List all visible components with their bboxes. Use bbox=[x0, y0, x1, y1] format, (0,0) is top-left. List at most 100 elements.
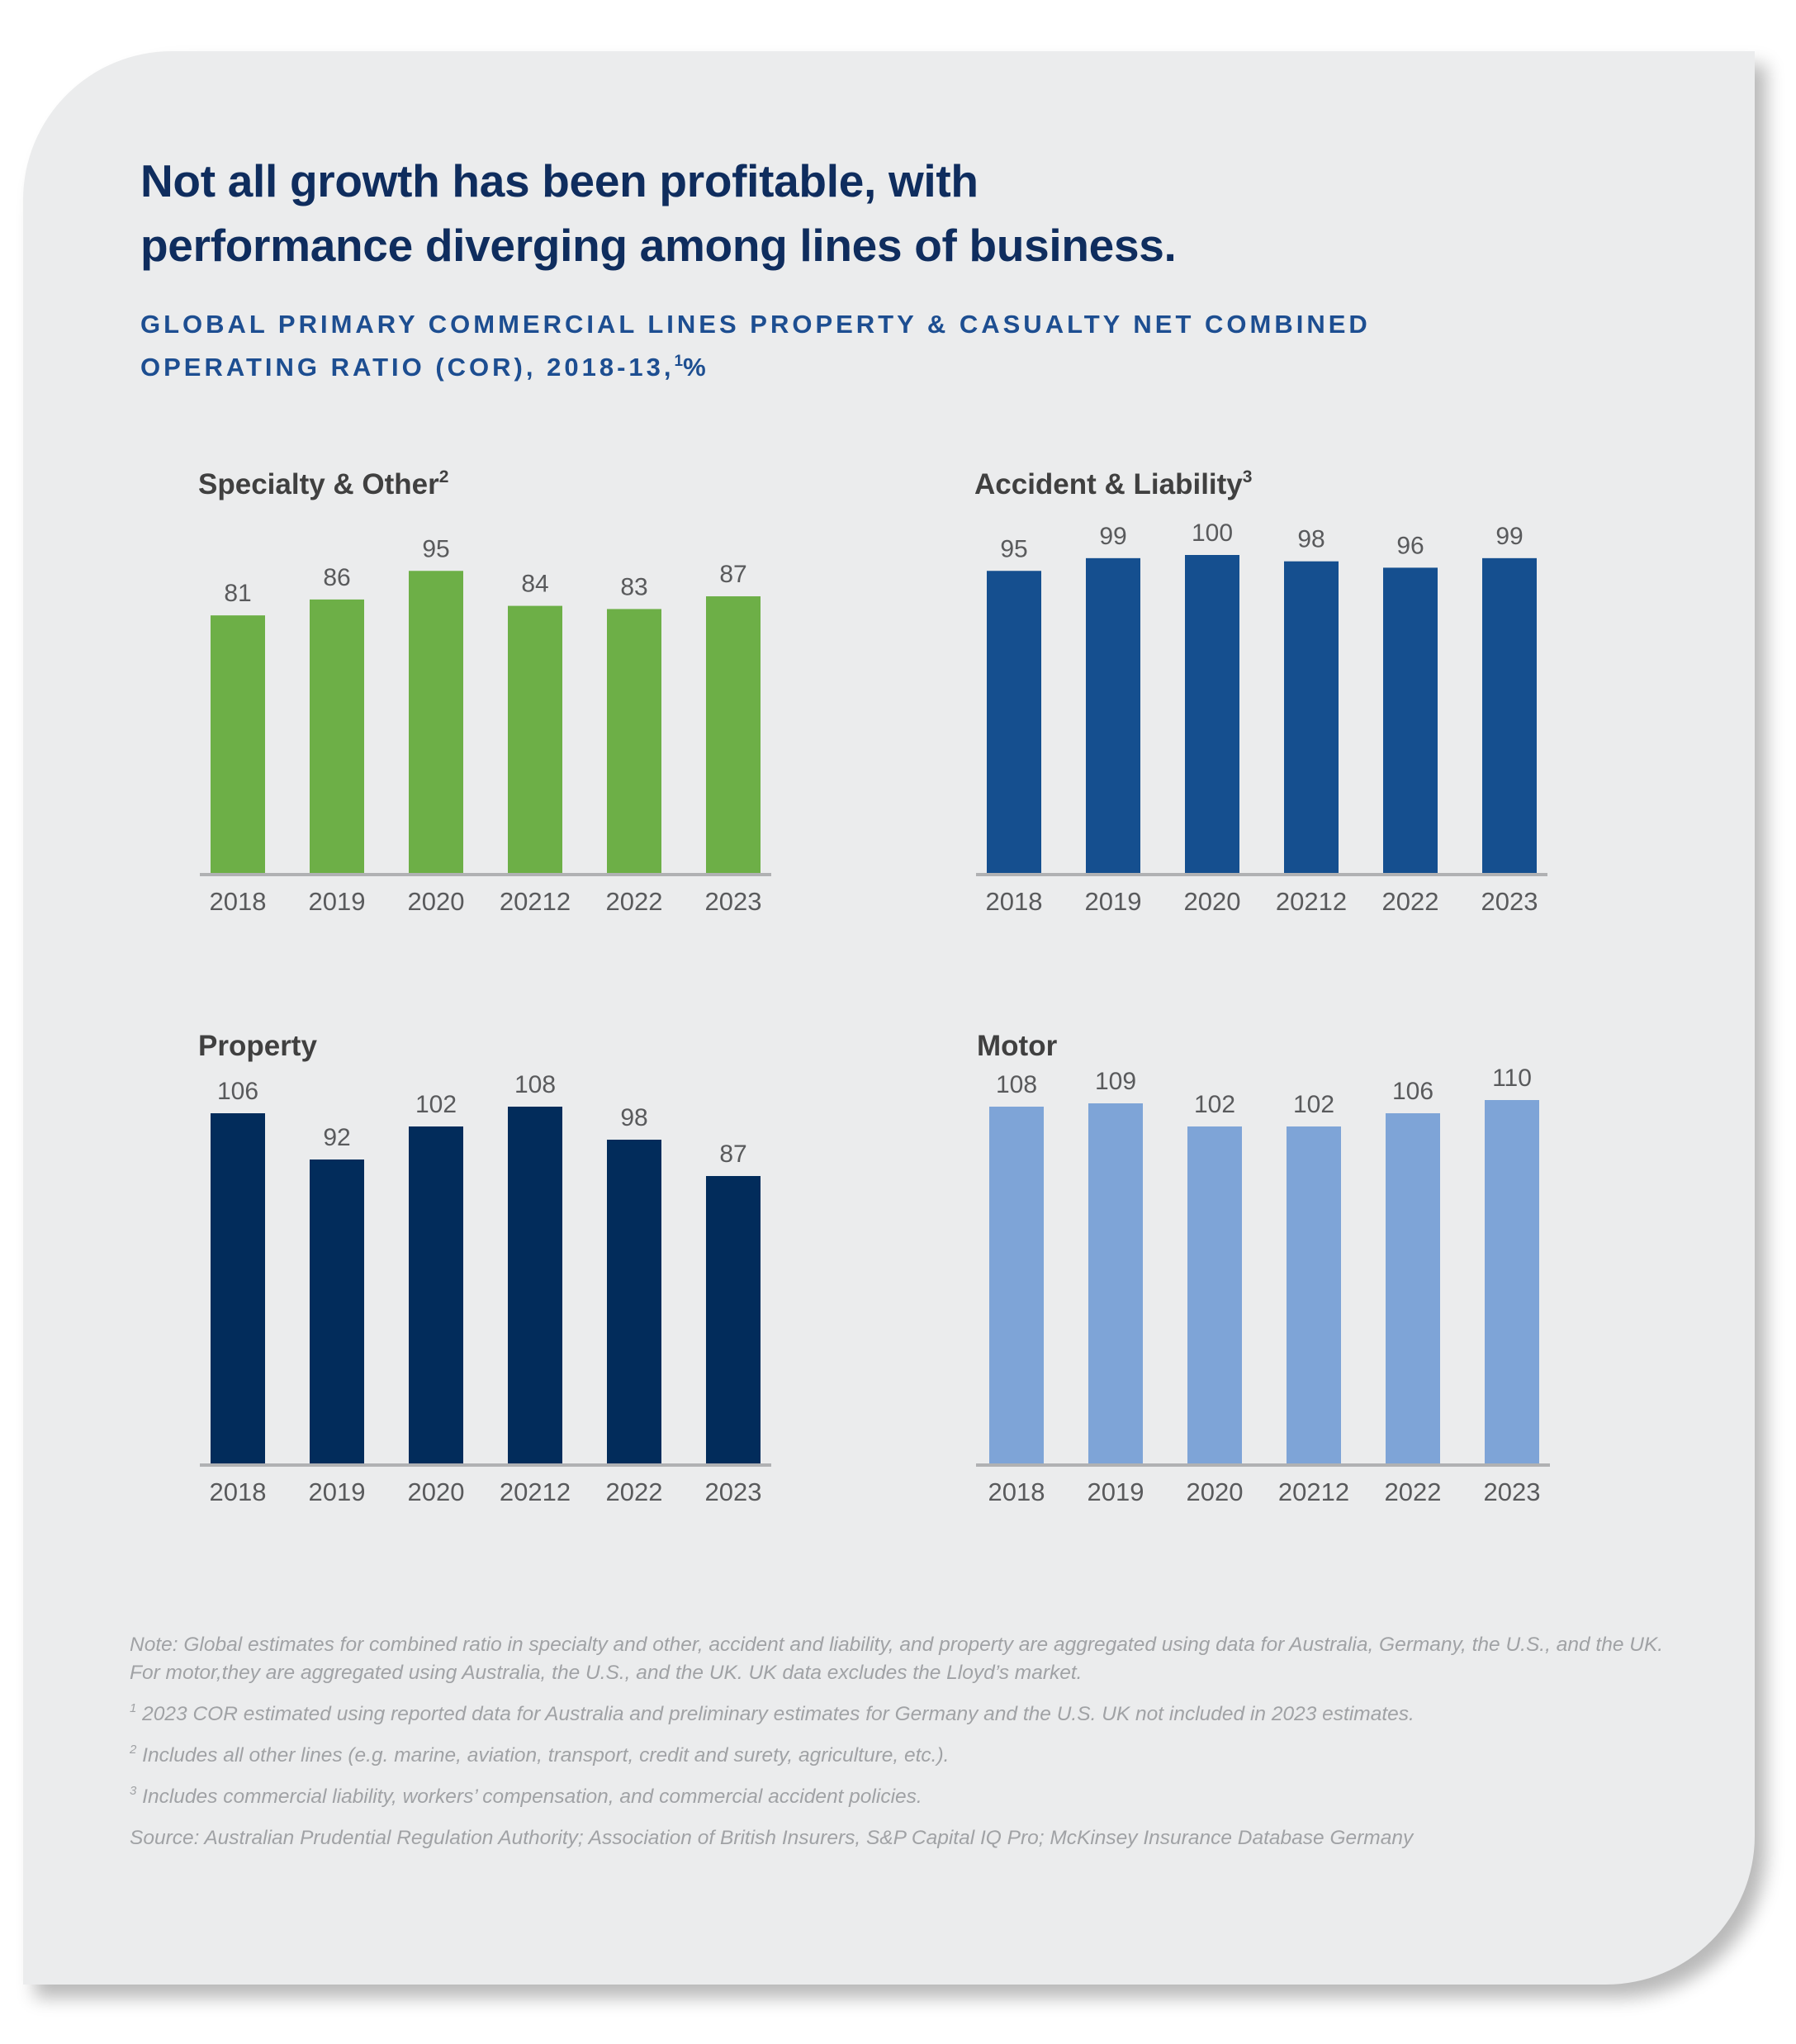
bar-2020 bbox=[409, 1126, 463, 1463]
x-tick-label: 20212 bbox=[1276, 887, 1347, 916]
bar-2019 bbox=[1086, 557, 1140, 873]
bar-2019 bbox=[310, 599, 364, 873]
x-tick-label: 2020 bbox=[1187, 1477, 1244, 1506]
footnote-text: 2023 COR estimated using reported data f… bbox=[136, 1703, 1415, 1725]
x-tick-label: 2022 bbox=[1382, 887, 1439, 916]
value-label: 95 bbox=[422, 535, 449, 562]
x-tick-label: 2019 bbox=[309, 1477, 366, 1506]
panel-title-motor: Motor bbox=[977, 1030, 1057, 1063]
x-tick-label: 20212 bbox=[1278, 1477, 1349, 1506]
value-label: 87 bbox=[719, 561, 746, 588]
note-text: Note: Global estimates for combined rati… bbox=[130, 1634, 1664, 1684]
value-label: 109 bbox=[1095, 1068, 1136, 1095]
value-label: 100 bbox=[1192, 519, 1233, 547]
bar-2018 bbox=[211, 1113, 265, 1463]
bar-20212 bbox=[508, 1107, 562, 1463]
value-label: 99 bbox=[1099, 523, 1126, 550]
x-tick-label: 2023 bbox=[1484, 1477, 1541, 1506]
x-tick-label: 2022 bbox=[606, 887, 663, 916]
panel-title-property: Property bbox=[198, 1030, 317, 1063]
bar-2023 bbox=[1485, 1100, 1539, 1463]
bar-20212 bbox=[508, 605, 562, 873]
x-tick-label: 2019 bbox=[309, 887, 366, 916]
value-label: 84 bbox=[521, 571, 548, 598]
x-tick-label: 2020 bbox=[408, 887, 465, 916]
bar-chart-property: 106 2018 92 2019 102 2020 108 20212 98 2022 87 2023 bbox=[200, 1071, 771, 1506]
x-tick-label: 2018 bbox=[210, 1477, 267, 1506]
value-label: 108 bbox=[996, 1071, 1037, 1098]
bar-2019 bbox=[310, 1160, 364, 1463]
chart-card bbox=[23, 51, 1755, 1985]
x-tick-label: 2018 bbox=[210, 887, 267, 916]
headline: Not all growth has been profitable, with… bbox=[140, 149, 1544, 277]
bar-2022 bbox=[607, 609, 661, 873]
x-tick-label: 2023 bbox=[1481, 887, 1538, 916]
x-tick-label: 2020 bbox=[1184, 887, 1241, 916]
panel-title-footnote: 3 bbox=[1242, 467, 1253, 486]
headline-line-1: Not all growth has been profitable, with bbox=[140, 155, 979, 206]
x-tick-label: 2019 bbox=[1085, 887, 1142, 916]
bar-2019 bbox=[1088, 1103, 1143, 1463]
subtitle-footnote-marker: 1 bbox=[674, 353, 684, 370]
x-tick-label: 2023 bbox=[705, 1477, 762, 1506]
value-label: 102 bbox=[1194, 1091, 1235, 1118]
value-label: 108 bbox=[514, 1071, 556, 1098]
panel-title-text: Property bbox=[198, 1030, 317, 1062]
x-tick-label: 2019 bbox=[1088, 1477, 1144, 1506]
source-text: Source: Australian Prudential Regulation… bbox=[130, 1827, 1414, 1849]
x-tick-label: 20212 bbox=[500, 887, 571, 916]
bar-20212 bbox=[1287, 1126, 1341, 1463]
panel-title-text: Specialty & Other bbox=[198, 468, 439, 500]
value-label: 102 bbox=[1293, 1091, 1334, 1118]
value-label: 96 bbox=[1396, 532, 1424, 559]
footnote-marker: 1 bbox=[130, 1701, 137, 1715]
x-tick-label: 2020 bbox=[408, 1477, 465, 1506]
bar-2022 bbox=[607, 1140, 661, 1463]
x-tick-label: 2023 bbox=[705, 887, 762, 916]
value-label: 95 bbox=[1000, 535, 1027, 562]
value-label: 83 bbox=[620, 573, 647, 600]
bar-2020 bbox=[1187, 1126, 1242, 1463]
value-label: 106 bbox=[1392, 1078, 1433, 1105]
bar-2022 bbox=[1386, 1113, 1440, 1463]
bar-2018 bbox=[211, 615, 265, 873]
subtitle-line-2: operating ratio (COR), 2018-13, bbox=[140, 353, 675, 382]
value-label: 106 bbox=[217, 1078, 258, 1105]
panel-title-footnote: 2 bbox=[438, 467, 449, 486]
footnote-1: 1 2023 COR estimated using reported data… bbox=[130, 1700, 1699, 1729]
bar-20212 bbox=[1284, 561, 1339, 873]
bar-2023 bbox=[1482, 557, 1537, 873]
footnote-text: Includes all other lines (e.g. marine, a… bbox=[136, 1744, 950, 1767]
panel-title-text: Accident & Liability bbox=[974, 468, 1243, 500]
footnote-marker: 2 bbox=[130, 1743, 137, 1757]
value-label: 98 bbox=[1297, 526, 1324, 553]
footnotes: Note: Global estimates for combined rati… bbox=[130, 1631, 1699, 1866]
x-tick-label: 2018 bbox=[986, 887, 1043, 916]
headline-line-2: performance diverging among lines of bus… bbox=[140, 220, 1177, 271]
bar-chart-accident-liability: 95 2018 99 2019 100 2020 98 20212 96 2022 99 2023 bbox=[976, 519, 1547, 916]
footnote-marker: 3 bbox=[130, 1784, 137, 1798]
bar-2022 bbox=[1383, 567, 1438, 873]
bar-2023 bbox=[706, 596, 761, 873]
chart-subtitle: Global primary commercial lines property… bbox=[140, 303, 1709, 389]
panel-title-text: Motor bbox=[977, 1030, 1058, 1062]
bar-2018 bbox=[987, 571, 1041, 873]
panel-title-accident-liability: Accident & Liability3 bbox=[974, 468, 1252, 501]
bar-chart-specialty-other: 81 2018 86 2019 95 2020 84 20212 83 2022 87 2023 bbox=[200, 535, 771, 916]
value-label: 99 bbox=[1495, 523, 1523, 550]
bar-2020 bbox=[1185, 555, 1239, 873]
value-label: 87 bbox=[719, 1141, 746, 1168]
x-tick-label: 2018 bbox=[988, 1477, 1045, 1506]
x-tick-label: 20212 bbox=[500, 1477, 571, 1506]
value-label: 102 bbox=[415, 1091, 457, 1118]
footnote-3: 3 Includes commercial liability, workers… bbox=[130, 1783, 1699, 1811]
bar-chart-motor: 108 2018 109 2019 102 2020 102 20212 106 2022 110 2… bbox=[976, 1065, 1550, 1506]
x-tick-label: 2022 bbox=[1385, 1477, 1442, 1506]
bar-2018 bbox=[989, 1107, 1044, 1463]
value-label: 81 bbox=[224, 580, 251, 607]
x-tick-label: 2022 bbox=[606, 1477, 663, 1506]
bar-2023 bbox=[706, 1176, 761, 1463]
subtitle-line-1: Global primary commercial lines property… bbox=[140, 310, 1371, 339]
footnote-2: 2 Includes all other lines (e.g. marine,… bbox=[130, 1742, 1699, 1770]
value-label: 98 bbox=[620, 1104, 647, 1131]
